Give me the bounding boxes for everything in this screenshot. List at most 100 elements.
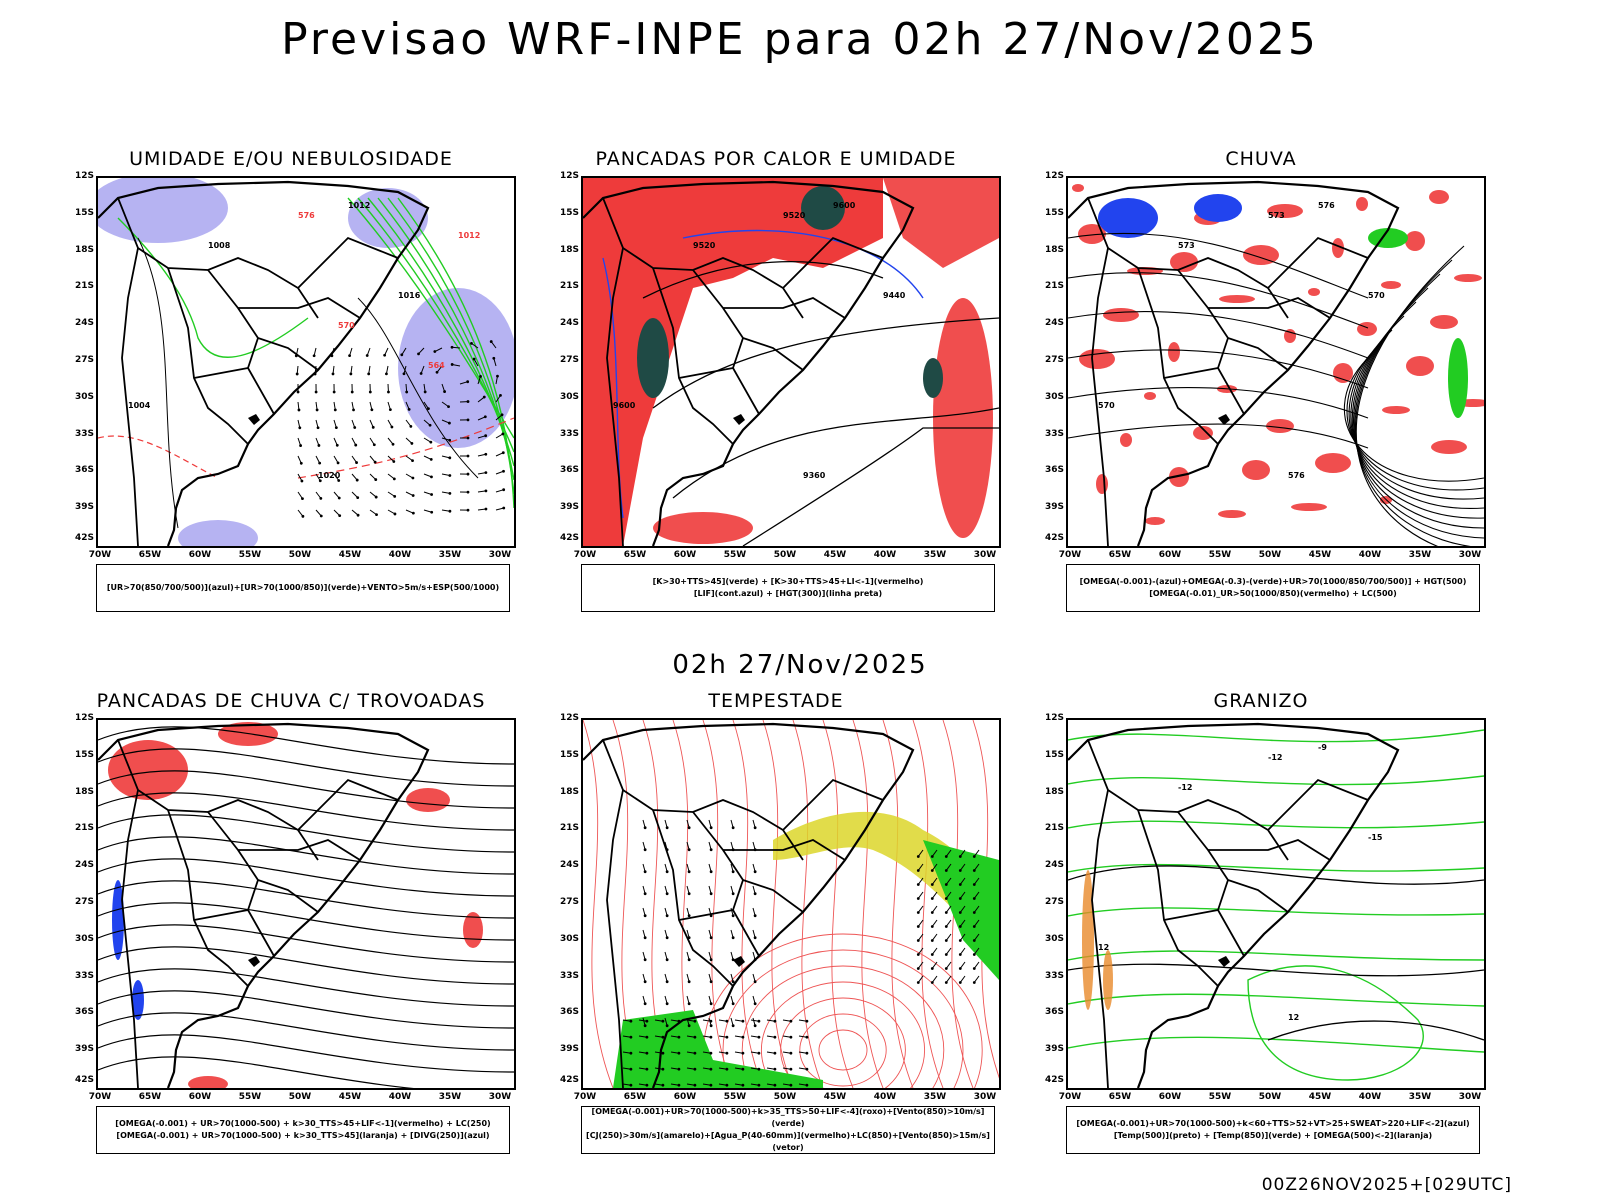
latitude-label: 33S xyxy=(559,970,579,981)
country-border xyxy=(732,337,744,369)
longitude-label: 50W xyxy=(773,1092,797,1102)
wind-vector-head xyxy=(448,509,452,513)
latitude-label: 18S xyxy=(74,244,94,255)
wind-vector-head xyxy=(731,914,735,918)
temperature-850-contour xyxy=(1068,1036,1484,1053)
latitude-label: 30S xyxy=(1044,391,1064,402)
wind-vector-head xyxy=(373,460,377,464)
latitude-label: 12S xyxy=(559,713,579,723)
wind-vector-head xyxy=(665,958,669,962)
longitude-label: 40W xyxy=(388,550,412,560)
panel-granizo: GRANIZO 12S 15S 18S 21S 24S 27S 30S 33S 36S 39S 42S… xyxy=(1036,690,1486,1180)
longitude-label: 70W xyxy=(573,550,597,560)
latitude-label: 30S xyxy=(1044,933,1064,944)
precipitable-water-contour xyxy=(732,720,764,1088)
wind-vector-head xyxy=(430,493,433,496)
wind-vector-head xyxy=(332,390,336,394)
longitude-label: 45W xyxy=(823,550,847,560)
wind-vector-head xyxy=(944,869,948,872)
wind-vector-head xyxy=(496,374,499,378)
latitude-label: 39S xyxy=(74,1044,94,1055)
precipitable-water-contour xyxy=(722,949,964,1088)
wind-vector-head xyxy=(757,1019,761,1023)
wind-vector-head xyxy=(353,426,357,429)
wind-vector-head xyxy=(419,372,423,375)
wind-vector-head xyxy=(665,826,669,830)
longitude-label: 30W xyxy=(488,550,512,560)
wind-vector-head xyxy=(430,510,434,514)
wind-vector-head xyxy=(972,897,976,900)
country-border xyxy=(238,839,361,861)
wind-vector-head xyxy=(349,372,353,376)
precipitable-water-contour xyxy=(583,720,614,1088)
legend-line: [UR>70(850/700/500)](azul)+[UR>70(1000/8… xyxy=(106,583,500,592)
latitude-label: 15S xyxy=(559,749,579,760)
lagoon xyxy=(248,956,260,967)
rain-area-light xyxy=(1098,198,1158,238)
latitude-label: 24S xyxy=(1044,860,1064,871)
wind-vector-head xyxy=(297,408,301,412)
country-border xyxy=(606,247,624,546)
wind-vector-head xyxy=(492,356,496,360)
geopotential-contour xyxy=(1068,272,1369,329)
wind-vector-head xyxy=(296,390,300,394)
latitude-label: 18S xyxy=(1044,244,1064,255)
country-border xyxy=(1267,778,1369,831)
temperature-500-contour xyxy=(1068,865,1484,885)
rain-area xyxy=(1170,252,1198,272)
latitude-label: 33S xyxy=(1044,970,1064,981)
wind-vector-head xyxy=(731,1002,735,1006)
wind-vector-head xyxy=(352,408,355,412)
contour-label: 573 xyxy=(1268,211,1285,220)
height-contour xyxy=(652,317,999,409)
streamline xyxy=(98,858,514,897)
rain-area xyxy=(1381,281,1401,289)
streamline xyxy=(98,836,514,875)
wind-vector-head xyxy=(299,461,303,465)
wind-vector-head xyxy=(916,897,920,900)
wind-vector-head xyxy=(687,870,691,874)
wind-vector-head xyxy=(470,341,473,345)
wind-vector-head xyxy=(789,1035,793,1039)
longitude-label: 70W xyxy=(573,1092,597,1102)
wind-vector-head xyxy=(317,444,321,447)
longitude-label: 40W xyxy=(1358,550,1382,560)
legend-line: [LIF](cont.azul) + [HGT(300)](linha pret… xyxy=(693,589,883,598)
wind-vector-head xyxy=(753,936,757,940)
geopotential-contour xyxy=(1355,245,1465,546)
latitude-label: 39S xyxy=(559,502,579,513)
humidity-contour xyxy=(397,197,514,509)
thunderstorm-area xyxy=(108,740,188,800)
wind-vector-head xyxy=(411,476,415,480)
rain-area xyxy=(1144,392,1156,400)
map-svg xyxy=(98,722,514,1088)
country-border xyxy=(602,739,804,861)
lagoon xyxy=(248,414,260,425)
country-border xyxy=(167,809,249,987)
lagoon xyxy=(733,414,745,425)
wind-vector-head xyxy=(753,1024,757,1028)
wind-vector-head xyxy=(429,440,433,444)
wind-vector-head xyxy=(789,1019,793,1023)
streamline xyxy=(98,1012,514,1051)
panel-tempestade: TEMPESTADE 12S 15S 18S 21S 24S 27S 30S 33S 36S 39S… xyxy=(551,690,1001,1180)
wind-vector-head xyxy=(665,1002,669,1006)
wind-vector-head xyxy=(645,1019,649,1023)
wind-vector-head xyxy=(916,925,920,928)
geopotential-contour xyxy=(1348,329,1484,500)
wind-vector-head xyxy=(709,1051,713,1055)
wind-vector-head xyxy=(368,390,372,394)
coastline xyxy=(1068,180,1400,546)
wind-vector-head xyxy=(299,444,302,447)
wind-vector-head xyxy=(629,1067,633,1071)
map-area xyxy=(96,718,516,1090)
latitude-label: 36S xyxy=(1044,465,1064,476)
wind-vector-head xyxy=(944,925,948,928)
wind-vector-head xyxy=(930,925,934,928)
wind-vector-head xyxy=(643,914,647,918)
wind-vector-head xyxy=(916,939,920,942)
wind-vector-head xyxy=(643,936,647,940)
longitude-label: 45W xyxy=(1308,1092,1332,1102)
rain-area-light xyxy=(1194,194,1242,222)
wind-vector-head xyxy=(930,869,934,872)
